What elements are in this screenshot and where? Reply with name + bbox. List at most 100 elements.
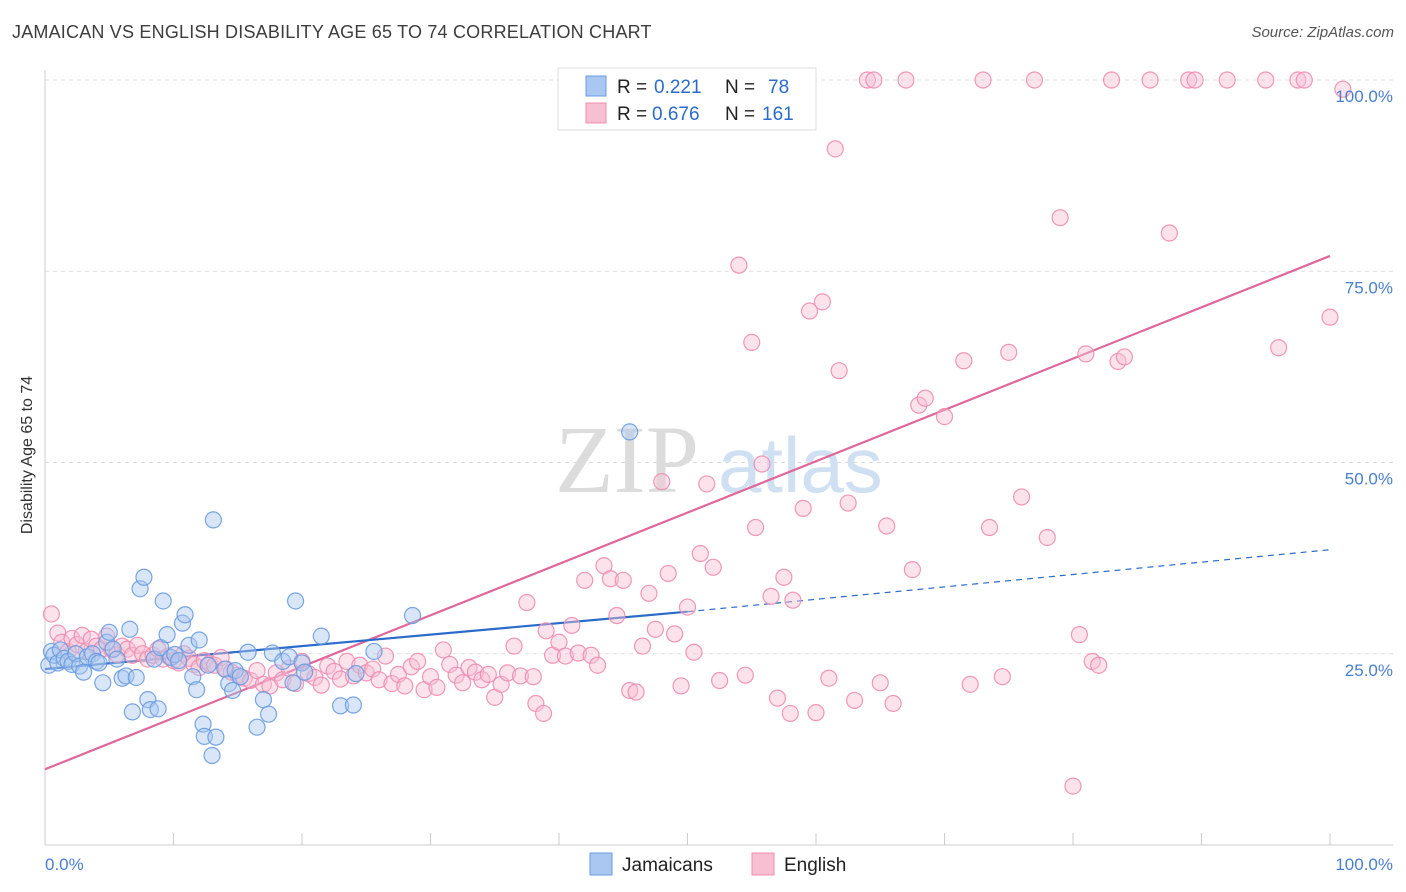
english-point-109 (691, 544, 709, 563)
english-point-122 (781, 704, 799, 723)
english-point-162 (1160, 224, 1178, 242)
english-point-118 (753, 455, 771, 473)
english-point-90 (569, 644, 587, 662)
watermark: ZIP atlas (555, 406, 883, 513)
y-tick-label-0: 25.0% (1345, 661, 1393, 680)
english-point-160 (1115, 348, 1134, 366)
legend: R = 0.221 N = 78 R = 0.676 N = 161 (557, 67, 817, 131)
jamaicans-point-33 (158, 626, 176, 644)
x-tick-labels: 0.0% 100.0% (45, 855, 1393, 874)
legend-r-value-0: 0.221 (654, 77, 702, 98)
jamaicans-point-61 (284, 674, 302, 692)
jamaicans-point-26 (135, 568, 153, 586)
legend-r-label-1: R = (617, 104, 647, 125)
english-point-166 (1257, 71, 1275, 89)
english-point-112 (711, 671, 729, 690)
english-point-120 (768, 689, 787, 707)
english-point-117 (747, 518, 765, 537)
english-point-87 (550, 633, 568, 651)
english-point-134 (865, 71, 883, 89)
legend-swatch-english (585, 102, 607, 124)
legend-n-label-1: N = (725, 104, 755, 125)
watermark-atlas: atlas (718, 421, 883, 509)
english-point-163 (1180, 71, 1198, 89)
jamaicans-point-42 (190, 631, 208, 649)
english-point-107 (678, 598, 697, 616)
jamaicans-point-68 (347, 665, 365, 683)
english-point-105 (666, 625, 684, 643)
english-point-60 (383, 674, 401, 693)
jamaicans-point-17 (100, 623, 118, 641)
data-points (40, 71, 1352, 795)
english-point-164 (1186, 71, 1204, 89)
english-point-153 (1064, 777, 1082, 795)
jamaicans-point-24 (127, 668, 145, 687)
english-point-161 (1141, 71, 1159, 89)
english-point-95 (601, 570, 620, 588)
english-point-110 (698, 475, 716, 493)
english-point-116 (743, 333, 761, 351)
english-point-39 (248, 661, 266, 680)
jamaicans-point-30 (149, 700, 167, 718)
english-point-111 (704, 558, 722, 576)
jamaicans-point-39 (180, 636, 198, 654)
jamaicans-point-66 (331, 697, 350, 715)
watermark-zip: ZIP (555, 406, 699, 513)
english-point-171 (1334, 80, 1352, 98)
english-point-139 (903, 560, 921, 579)
english-point-69 (441, 655, 459, 674)
english-point-151 (1038, 528, 1056, 547)
jamaicans-point-54 (239, 643, 257, 661)
english-point-49 (312, 676, 330, 694)
english-point-80 (511, 667, 530, 685)
english-point-40 (254, 675, 273, 693)
english-point-52 (331, 670, 350, 688)
english-point-6 (73, 626, 91, 644)
english-point-135 (871, 674, 889, 692)
english-point-140 (910, 396, 928, 414)
english-point-154 (1070, 626, 1089, 644)
english-point-137 (884, 694, 902, 713)
english-point-84 (534, 704, 553, 723)
english-point-108 (685, 643, 703, 661)
english-point-93 (588, 656, 607, 674)
english-point-81 (518, 593, 536, 612)
english-point-101 (640, 584, 658, 602)
jamaicans-point-18 (104, 640, 122, 658)
english-point-130 (830, 362, 848, 380)
english-point-142 (935, 408, 954, 426)
jamaicans-point-71 (621, 423, 639, 441)
jamaicans-point-22 (121, 620, 139, 638)
x-tick-label-0: 0.0% (45, 855, 84, 874)
english-point-103 (653, 473, 671, 491)
english-point-98 (621, 681, 639, 700)
english-point-71 (454, 674, 472, 692)
english-point-168 (1289, 71, 1307, 89)
english-point-149 (1012, 488, 1031, 506)
english-point-64 (409, 652, 427, 671)
jamaicans-point-70 (403, 606, 422, 625)
jamaicans-point-15 (94, 674, 112, 692)
english-point-38 (242, 671, 260, 690)
english-point-121 (775, 568, 793, 586)
english-point-104 (659, 564, 677, 583)
jamaicans-point-40 (184, 668, 202, 686)
y-tick-label-2: 75.0% (1345, 278, 1393, 297)
legend-swatch-jamaicans (585, 75, 607, 97)
jamaicans-point-62 (286, 592, 305, 610)
jamaicans-trend-line (44, 610, 688, 671)
english-point-106 (672, 677, 690, 695)
english-point-167 (1269, 339, 1288, 357)
bottom-legend-swatch-english (751, 852, 775, 876)
english-point-82 (524, 668, 542, 686)
english-point-138 (897, 71, 915, 89)
jamaicans-point-67 (344, 696, 362, 714)
english-point-150 (1025, 71, 1044, 89)
english-point-88 (556, 647, 575, 665)
jamaicans-point-53 (231, 668, 249, 686)
english-point-124 (794, 499, 812, 517)
english-point-158 (1102, 71, 1121, 89)
bottom-legend-english: English (784, 855, 846, 876)
english-point-125 (800, 302, 819, 320)
